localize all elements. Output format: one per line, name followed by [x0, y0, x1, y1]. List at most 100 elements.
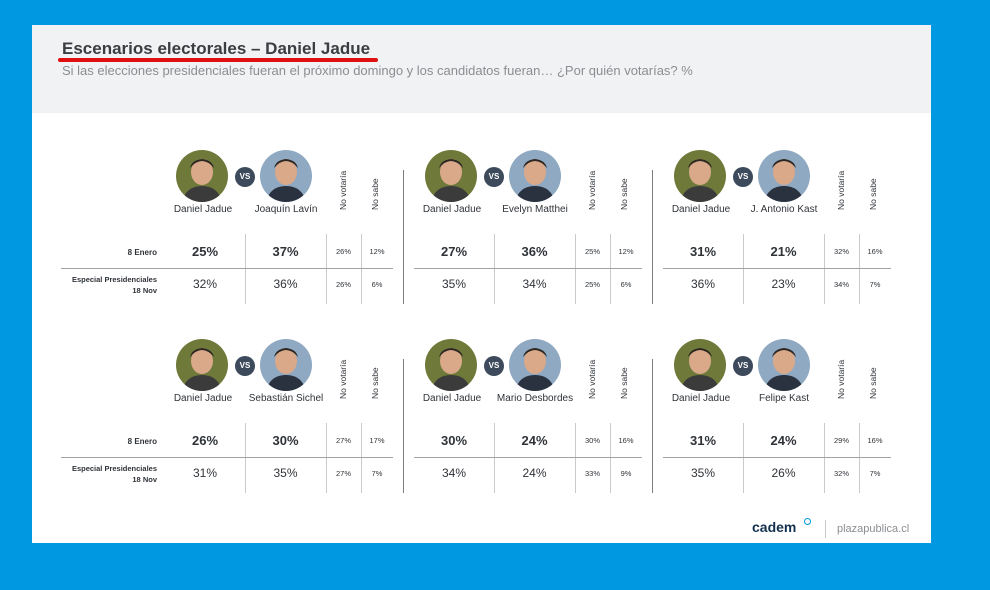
row-label-2: Especial Presidenciales 18 Nov: [72, 274, 157, 296]
table-cell: 24%: [522, 466, 547, 480]
panel-separator: [652, 170, 653, 304]
table-cell: 9%: [620, 469, 632, 478]
scenario-panel: VS Daniel Jadue Joaquín Lavín No votaría No …: [61, 150, 405, 304]
table-cell: 17%: [369, 436, 385, 445]
table-cell: 12%: [369, 247, 385, 256]
vs-badge: VS: [484, 167, 504, 187]
footer-divider: [825, 520, 826, 538]
table-cell: 30%: [584, 436, 600, 445]
row-divider: [165, 268, 393, 269]
table-cell: 25%: [191, 244, 219, 259]
table-cell: 25%: [584, 280, 600, 289]
table-cell: 30%: [440, 433, 468, 448]
table-cell: 29%: [833, 436, 849, 445]
column-divider: [859, 423, 860, 493]
candidate-photo-opponent: [260, 150, 312, 202]
column-label-no-votaria: No votaría: [338, 359, 348, 399]
table-cell: 16%: [618, 436, 634, 445]
table-cell: 33%: [584, 469, 600, 478]
column-divider: [245, 423, 246, 493]
column-divider: [824, 423, 825, 493]
table-cell: 31%: [689, 244, 717, 259]
table-cell: 35%: [273, 466, 298, 480]
candidate-name-b: Mario Desbordes: [496, 393, 574, 404]
candidate-photo-opponent: [260, 339, 312, 391]
candidate-name-a: Daniel Jadue: [671, 393, 731, 404]
table-cell: 32%: [833, 469, 849, 478]
candidate-photo-opponent: [758, 339, 810, 391]
candidate-name-a: Daniel Jadue: [671, 204, 731, 215]
table-cell: 6%: [620, 280, 632, 289]
candidate-name-b: Joaquín Lavín: [254, 204, 318, 215]
row-label-1: 8 Enero: [127, 437, 157, 446]
column-divider: [575, 423, 576, 493]
candidate-name-b: J. Antonio Kast: [750, 204, 818, 215]
candidate-name-b: Felipe Kast: [758, 393, 810, 404]
table-cell: 6%: [371, 280, 383, 289]
row-divider: [414, 457, 642, 458]
column-divider: [326, 423, 327, 493]
candidate-name-b: Sebastián Sichel: [248, 393, 324, 404]
column-divider: [361, 234, 362, 304]
row-label-2: Especial Presidenciales 18 Nov: [72, 463, 157, 485]
table-cell: 34%: [522, 277, 547, 291]
candidate-photo-opponent: [509, 150, 561, 202]
table-cell: 21%: [770, 244, 797, 259]
column-divider: [575, 234, 576, 304]
table-cell: 32%: [833, 247, 849, 256]
row-label-2-line2: 18 Nov: [132, 475, 157, 484]
row-divider: [61, 457, 165, 458]
candidate-name-a: Daniel Jadue: [173, 204, 233, 215]
table-cell: 34%: [833, 280, 849, 289]
column-label-no-votaria: No votaría: [587, 359, 597, 399]
candidate-name-a: Daniel Jadue: [173, 393, 233, 404]
candidate-name-b: Evelyn Matthei: [502, 204, 568, 215]
row-label-2-line1: Especial Presidenciales: [71, 275, 157, 284]
table-cell: 36%: [690, 277, 716, 291]
column-divider: [859, 234, 860, 304]
table-cell: 26%: [191, 433, 219, 448]
column-label-no-sabe: No sabe: [619, 367, 629, 399]
column-divider: [326, 234, 327, 304]
table-cell: 30%: [272, 433, 299, 448]
table-cell: 7%: [371, 469, 383, 478]
candidate-photo-jadue: [176, 150, 228, 202]
row-label-2-line1: Especial Presidenciales: [71, 464, 157, 473]
table-cell: 27%: [335, 469, 351, 478]
candidate-name-a: Daniel Jadue: [422, 204, 482, 215]
cadem-logo-icon: [804, 518, 811, 525]
table-cell: 26%: [335, 247, 351, 256]
scenario-panel: VS Daniel Jadue Evelyn Matthei No votaría No…: [414, 150, 654, 304]
scenario-panel: VS Daniel Jadue Felipe Kast No votaría No sa…: [663, 339, 903, 493]
column-divider: [743, 234, 744, 304]
table-cell: 36%: [273, 277, 298, 291]
column-divider: [610, 234, 611, 304]
column-divider: [610, 423, 611, 493]
vs-badge: VS: [484, 356, 504, 376]
column-label-no-votaria: No votaría: [836, 170, 846, 210]
table-cell: 25%: [584, 247, 600, 256]
table-cell: 35%: [441, 277, 467, 291]
column-divider: [824, 234, 825, 304]
candidate-photo-opponent: [509, 339, 561, 391]
slide: Escenarios electorales – Daniel Jadue Si…: [32, 25, 931, 543]
panel-separator: [403, 170, 404, 304]
row-divider: [165, 457, 393, 458]
column-divider: [361, 423, 362, 493]
panel-separator: [652, 359, 653, 493]
table-cell: 7%: [869, 469, 881, 478]
table-cell: 35%: [690, 466, 716, 480]
table-cell: 31%: [192, 466, 218, 480]
table-cell: 23%: [771, 277, 796, 291]
table-cell: 26%: [771, 466, 796, 480]
row-divider: [663, 268, 891, 269]
vs-badge: VS: [235, 356, 255, 376]
footer-site: plazapublica.cl: [837, 523, 910, 535]
column-divider: [494, 234, 495, 304]
table-cell: 26%: [335, 280, 351, 289]
candidate-photo-jadue: [176, 339, 228, 391]
column-divider: [494, 423, 495, 493]
scenario-panel: VS Daniel Jadue J. Antonio Kast No votaría N…: [663, 150, 903, 304]
table-cell: 16%: [867, 247, 883, 256]
vs-badge: VS: [235, 167, 255, 187]
